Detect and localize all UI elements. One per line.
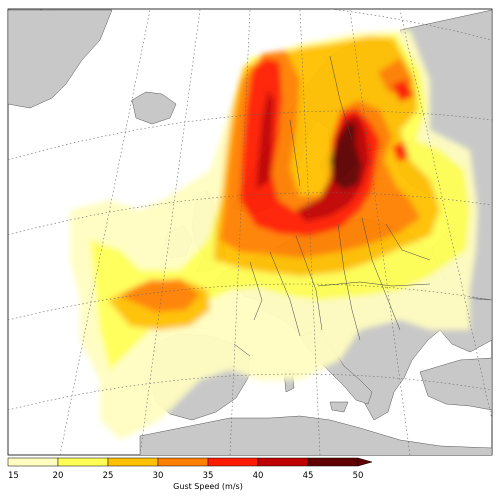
graticule [8,9,492,455]
colorbar-bin-45-50 [307,457,359,467]
colorbar-tick-label: 50 [353,471,364,481]
greenland [8,9,113,109]
colorbar: 15 20 25 30 35 40 45 50 Gust Speed (m/s) [7,457,373,491]
sicily [329,401,349,413]
iceland [131,91,177,125]
colorbar-tick-label: 35 [203,471,214,481]
colorbar-tick-label: 25 [103,471,114,481]
country-borders [233,55,431,357]
gust-field [70,30,478,440]
gust-band-35-40 [240,58,414,236]
colorbar-bins [7,457,373,467]
gust-band-40-45 [256,90,370,222]
colorbar-tick-label: 45 [303,471,314,481]
colorbar-extend-arrow [357,457,373,467]
colorbar-bin-30-35 [157,457,209,467]
gust-band-45-50 [330,122,362,190]
north-africa [139,415,492,455]
colorbar-tick-label: 15 [8,471,19,481]
colorbar-bin-20-25 [57,457,109,467]
colorbar-bin-35-40 [207,457,259,467]
colorbar-tick-label: 20 [53,471,64,481]
turkey [419,357,492,411]
colorbar-title: Gust Speed (m/s) [173,482,243,491]
colorbar-ticks: 15 20 25 30 35 40 45 50 [8,471,363,481]
colorbar-tick-label: 30 [153,471,164,481]
colorbar-bin-40-45 [257,457,309,467]
colorbar-tick-label: 40 [253,471,264,481]
colorbar-bin-15-20 [7,457,59,467]
colorbar-bin-25-30 [107,457,159,467]
